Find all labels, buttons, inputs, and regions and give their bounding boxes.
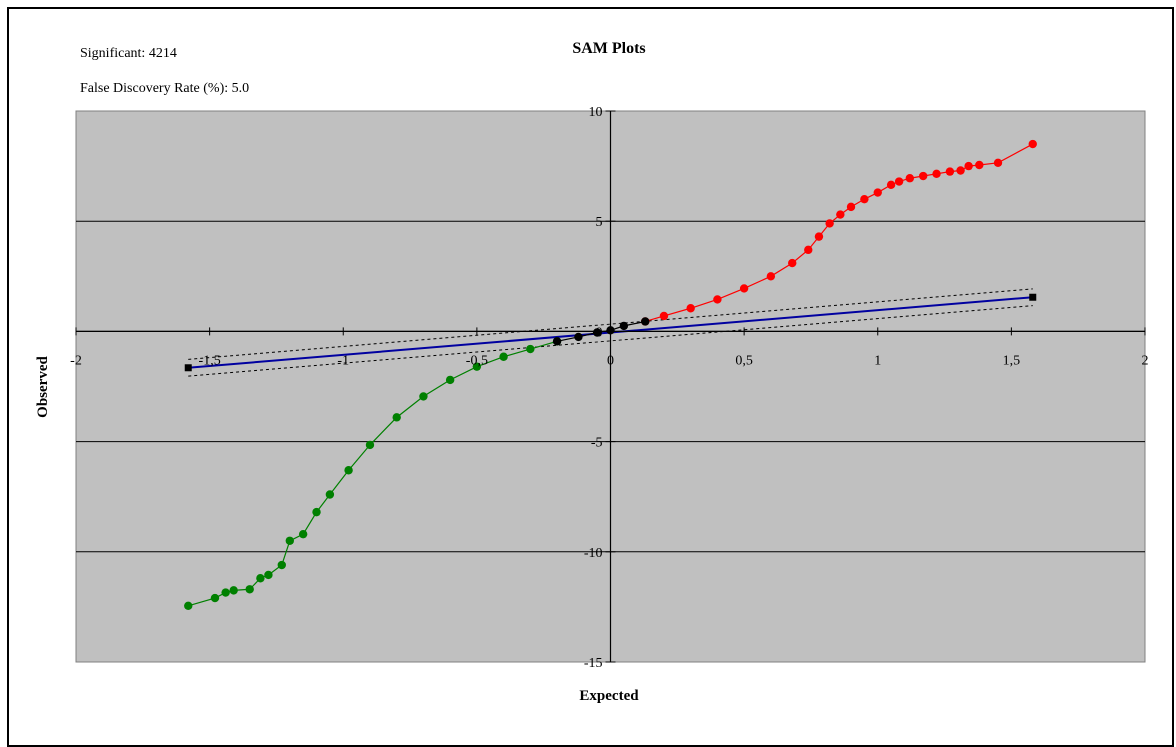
downregulated-point xyxy=(365,440,375,450)
downregulated-point xyxy=(499,352,508,361)
upregulated-point xyxy=(1028,139,1037,149)
upregulated-point xyxy=(739,284,749,293)
upregulated-point xyxy=(964,161,973,171)
upregulated-point xyxy=(825,219,834,228)
downregulated-point xyxy=(344,466,353,475)
downregulated-point xyxy=(221,588,230,597)
fdr-label: False Discovery Rate (%): 5.0 xyxy=(80,81,250,96)
x-tick-label: 0 xyxy=(607,353,614,368)
upregulated-point xyxy=(686,304,695,313)
downregulated-point xyxy=(312,507,321,517)
downregulated-point xyxy=(184,601,193,610)
neutral-point xyxy=(574,332,583,342)
downregulated-point xyxy=(445,375,455,385)
upregulated-point xyxy=(873,188,882,197)
y-tick-label: 10 xyxy=(589,105,603,120)
x-tick-label: 1,5 xyxy=(1003,353,1021,368)
x-tick-label: -1,5 xyxy=(199,353,221,368)
downregulated-point xyxy=(419,392,428,401)
y-axis-label: Observed xyxy=(35,356,51,418)
upregulated-point xyxy=(860,194,869,204)
upregulated-point xyxy=(788,258,797,268)
x-tick-label: -1 xyxy=(337,353,349,368)
upregulated-point xyxy=(956,166,965,175)
upregulated-point xyxy=(975,160,984,170)
neutral-point xyxy=(619,321,629,331)
neutral-point xyxy=(552,337,562,346)
downregulated-point xyxy=(229,586,238,595)
downregulated-point xyxy=(298,529,308,539)
upregulated-point xyxy=(932,169,941,179)
upregulated-point xyxy=(836,210,845,219)
y-tick-label: -10 xyxy=(584,546,603,561)
y-tick-label: 5 xyxy=(596,215,603,230)
downregulated-point xyxy=(264,570,273,580)
downregulated-point xyxy=(256,574,265,583)
neutral-point xyxy=(592,328,602,337)
downregulated-point xyxy=(245,585,254,594)
upregulated-point xyxy=(713,295,722,304)
upregulated-point xyxy=(766,272,776,281)
downregulated-point xyxy=(392,413,401,422)
chart-title: SAM Plots xyxy=(572,40,645,57)
axes: -2 -1,5 -1 -0,5 0 0,5 1 1,5 2 10 5 0 -5 -10 -15 xyxy=(70,105,1148,671)
upregulated-point xyxy=(804,245,813,255)
x-tick-label: 2 xyxy=(1142,353,1149,368)
upregulated-point xyxy=(659,311,669,321)
downregulated-point xyxy=(526,344,535,354)
downregulated-point xyxy=(210,593,220,603)
series-group xyxy=(184,139,1037,610)
x-tick-label: -2 xyxy=(70,353,82,368)
x-axis-label: Expected xyxy=(579,688,639,704)
upregulated-point xyxy=(905,174,915,183)
sam-chart: -2 -1,5 -1 -0,5 0 0,5 1 1,5 2 10 5 0 -5 -10 -15 SAM Pl… xyxy=(35,40,1149,704)
upregulated-point xyxy=(945,167,955,176)
significant-count-label: Significant: 4214 xyxy=(80,46,177,61)
downregulated-point xyxy=(285,536,294,545)
downregulated-point xyxy=(325,490,335,499)
upregulated-point xyxy=(886,180,896,190)
downregulated-point xyxy=(472,362,482,371)
y-tick-label: -5 xyxy=(591,436,603,451)
upregulated-point xyxy=(918,171,928,181)
reference-line-endpoint xyxy=(184,364,192,372)
neutral-point xyxy=(641,317,650,326)
y-tick-label: 0 xyxy=(596,325,603,340)
reference-line-endpoint xyxy=(1029,293,1037,301)
x-tick-label: -0,5 xyxy=(466,353,488,368)
upregulated-point xyxy=(814,232,824,241)
upregulated-point xyxy=(894,177,904,186)
x-tick-label: 0,5 xyxy=(735,353,753,368)
x-tick-label: 1 xyxy=(874,353,881,368)
downregulated-point xyxy=(277,560,286,570)
upregulated-point xyxy=(993,158,1003,167)
y-tick-label: -15 xyxy=(584,656,603,671)
upregulated-point xyxy=(846,202,856,212)
